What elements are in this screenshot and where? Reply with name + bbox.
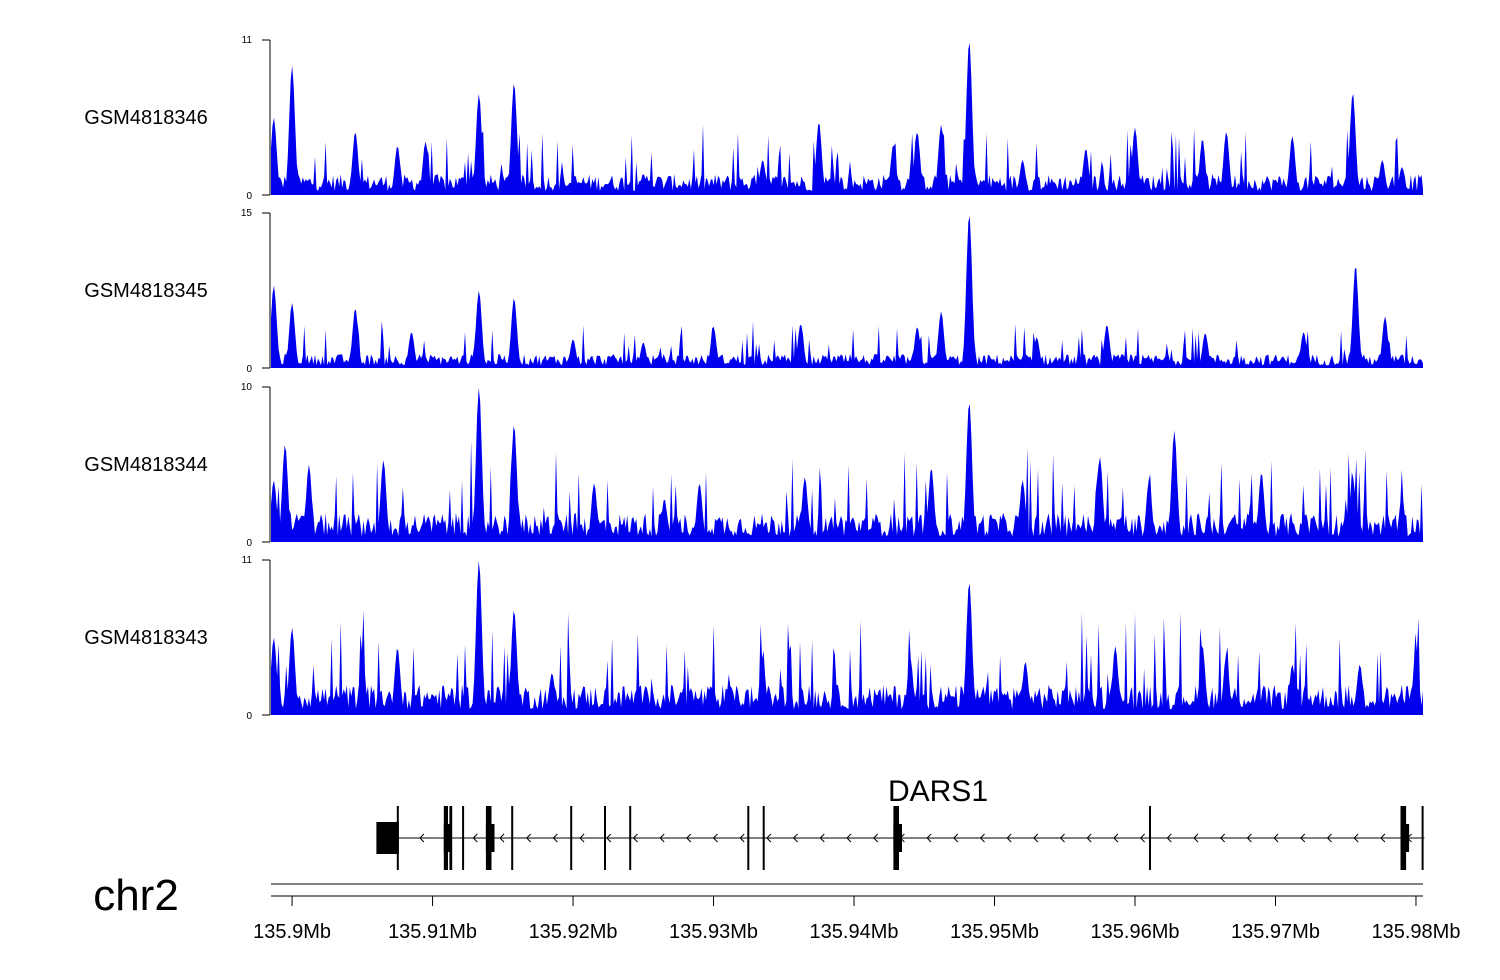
strand-arrow: [419, 833, 425, 843]
gene-track: [376, 806, 1425, 870]
y-tick-label-zero: 0: [246, 364, 252, 375]
x-tick-label: 135.9Mb: [253, 921, 331, 943]
strand-arrow: [1246, 833, 1252, 843]
chromosome-label: chr2: [93, 871, 179, 920]
strand-arrow: [1193, 833, 1199, 843]
strand-arrow: [579, 833, 585, 843]
strand-arrow: [792, 833, 798, 843]
exon: [396, 806, 399, 870]
strand-arrow: [472, 833, 478, 843]
x-tick-label: 135.97Mb: [1231, 921, 1320, 943]
strand-arrow: [1326, 833, 1332, 843]
strand-arrow: [712, 833, 718, 843]
coverage-tracks: GSM4818346110GSM4818345150GSM4818344100G…: [84, 35, 1423, 722]
strand-arrow: [659, 833, 665, 843]
strand-arrow: [686, 833, 692, 843]
coverage-area: [271, 43, 1423, 195]
track-label: GSM4818346: [84, 107, 207, 129]
x-tick-label: 135.96Mb: [1091, 921, 1180, 943]
exon: [629, 806, 632, 870]
exon-cds: [1400, 824, 1410, 852]
strand-arrow: [846, 833, 852, 843]
exon: [747, 806, 750, 870]
coverage-area: [271, 387, 1423, 542]
y-tick-label-max: 11: [242, 35, 253, 46]
track-GSM4818346: GSM4818346 11 0: [84, 35, 1423, 202]
y-tick-label-zero: 0: [246, 538, 252, 549]
strand-arrow: [739, 833, 745, 843]
x-tick-label: 135.92Mb: [529, 921, 618, 943]
exon: [604, 806, 606, 870]
y-tick-label-max: 10: [241, 382, 253, 393]
strand-arrow: [632, 833, 638, 843]
track-GSM4818344: GSM4818344 10 0: [84, 382, 1423, 549]
gene-label: DARS1: [888, 775, 988, 808]
strand-arrow: [1059, 833, 1065, 843]
y-tick-label-max: 11: [242, 555, 253, 566]
x-tick-label: 135.93Mb: [669, 921, 758, 943]
strand-arrow: [1086, 833, 1092, 843]
strand-arrow: [819, 833, 825, 843]
exon: [1421, 806, 1424, 870]
strand-arrow: [525, 833, 532, 843]
coverage-area: [271, 560, 1423, 715]
exon: [762, 806, 765, 870]
genomic-axis: 135.9Mb 135.91Mb 135.92Mb 135.93Mb 135.94Mb 1…: [253, 883, 1460, 943]
strand-arrow: [1353, 833, 1359, 843]
strand-arrow: [1300, 833, 1306, 843]
strand-arrow: [872, 833, 879, 843]
strand-arrow: [1139, 833, 1145, 843]
exon: [1149, 806, 1151, 870]
coverage-area: [271, 216, 1423, 368]
exon-cds: [443, 824, 451, 852]
track-GSM4818345: GSM4818345 15 0: [84, 208, 1423, 375]
strand-arrow: [1006, 833, 1012, 843]
track-label: GSM4818343: [84, 627, 207, 649]
x-tick-label: 135.95Mb: [950, 921, 1039, 943]
x-tick-label: 135.94Mb: [810, 921, 899, 943]
strand-arrow: [606, 833, 612, 843]
strand-arrow: [953, 833, 959, 843]
strand-arrow: [766, 833, 772, 843]
exon-cds: [485, 824, 495, 852]
strand-arrow: [1166, 833, 1172, 843]
track-GSM4818343: GSM4818343 11 0: [84, 555, 1423, 722]
exon: [570, 806, 573, 870]
strand-arrow: [1219, 833, 1226, 843]
exon: [462, 806, 465, 870]
strand-arrow: [1380, 833, 1386, 843]
strand-arrow: [1033, 833, 1039, 843]
strand-arrow: [499, 833, 505, 843]
exon-cds: [893, 824, 902, 852]
strand-arrow: [926, 833, 932, 843]
y-tick-label-zero: 0: [246, 711, 252, 722]
y-tick-label-max: 15: [241, 208, 253, 219]
track-label: GSM4818344: [84, 454, 207, 476]
y-tick-label-zero: 0: [246, 191, 252, 202]
strand-arrow: [1273, 833, 1279, 843]
strand-arrow: [552, 833, 558, 843]
track-label: GSM4818345: [84, 280, 207, 302]
exon: [376, 822, 399, 854]
x-tick-label: 135.98Mb: [1371, 921, 1460, 943]
strand-arrow: [1113, 833, 1119, 843]
exon: [511, 806, 514, 870]
strand-arrow: [979, 833, 985, 843]
x-tick-label: 135.91Mb: [388, 921, 477, 943]
